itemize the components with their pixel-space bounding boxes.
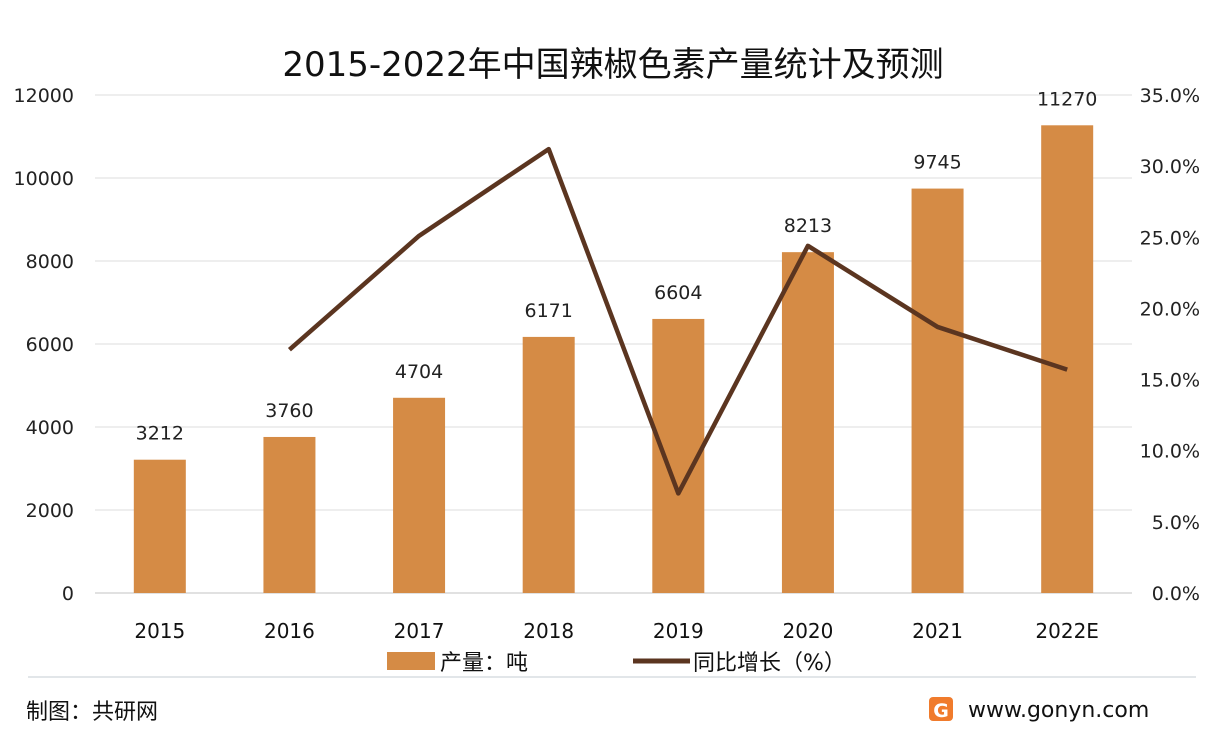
bar-data-label: 6171: [525, 300, 573, 322]
bar-data-label: 3212: [136, 423, 184, 445]
legend-label-bar: 产量：吨: [440, 651, 528, 676]
legend-label-line: 同比增长（%）: [693, 651, 846, 676]
x-tick-label: 2020: [782, 619, 833, 643]
y-right-tick-label: 30.0%: [1140, 156, 1200, 178]
y-right-tick-label: 25.0%: [1140, 227, 1200, 249]
y-left-tick-label: 4000: [26, 417, 74, 439]
svg-text:G: G: [933, 700, 949, 722]
x-tick-label: 2019: [653, 619, 704, 643]
footer-website: www.gonyn.com: [968, 698, 1149, 723]
bar-data-label: 8213: [784, 215, 832, 237]
bar-data-label: 6604: [654, 282, 702, 304]
x-tick-label: 2021: [912, 619, 963, 643]
y-right-tick-label: 10.0%: [1140, 441, 1200, 463]
chart-title: 2015-2022年中国辣椒色素产量统计及预测: [282, 45, 943, 85]
gridlines: [95, 94, 1132, 594]
bar-data-label: 3760: [265, 400, 313, 422]
legend-swatch-bar: [387, 652, 435, 670]
y-left-tick-label: 2000: [26, 500, 74, 522]
bar: [263, 436, 316, 593]
x-tick-label: 2018: [523, 619, 574, 643]
left-axis: 0 2000 4000 6000 8000 10000 12000: [14, 85, 74, 605]
y-left-tick-label: 10000: [14, 168, 74, 190]
growth-line: [287, 146, 1068, 496]
x-tick-label: 2022E: [1035, 619, 1099, 643]
legend: 产量：吨 同比增长（%）: [387, 651, 846, 676]
bar: [133, 459, 186, 593]
y-left-tick-label: 12000: [14, 85, 74, 107]
bar: [1041, 125, 1094, 594]
bar: [522, 336, 575, 593]
y-right-tick-label: 35.0%: [1140, 85, 1200, 107]
footer-source: 制图：共研网: [26, 700, 158, 725]
bar: [911, 188, 964, 593]
bar-data-label: 4704: [395, 361, 443, 383]
x-tick-label: 2016: [264, 619, 315, 643]
y-right-tick-label: 5.0%: [1152, 512, 1200, 534]
y-left-tick-label: 6000: [26, 334, 74, 356]
y-left-tick-label: 0: [62, 583, 74, 605]
y-right-tick-label: 15.0%: [1140, 370, 1200, 392]
y-left-tick-label: 8000: [26, 251, 74, 273]
bar-data-label: 9745: [913, 152, 961, 174]
right-axis: 0.0% 5.0% 10.0% 15.0% 20.0% 25.0% 30.0% 35.0%: [1140, 85, 1200, 605]
bar: [393, 397, 446, 593]
bar-data-label: 11270: [1037, 88, 1097, 110]
y-right-tick-label: 0.0%: [1152, 583, 1200, 605]
bar: [781, 252, 834, 593]
y-right-tick-label: 20.0%: [1140, 298, 1200, 320]
x-axis: 2015 2016 2017 2018 2019 2020 2021 2022E: [134, 619, 1099, 643]
x-tick-label: 2015: [134, 619, 185, 643]
x-tick-label: 2017: [394, 619, 445, 643]
bars: 3212 3760 4704 6171 6604 8213 9745 11270: [133, 88, 1097, 594]
gonyn-logo-icon: G: [929, 697, 953, 722]
